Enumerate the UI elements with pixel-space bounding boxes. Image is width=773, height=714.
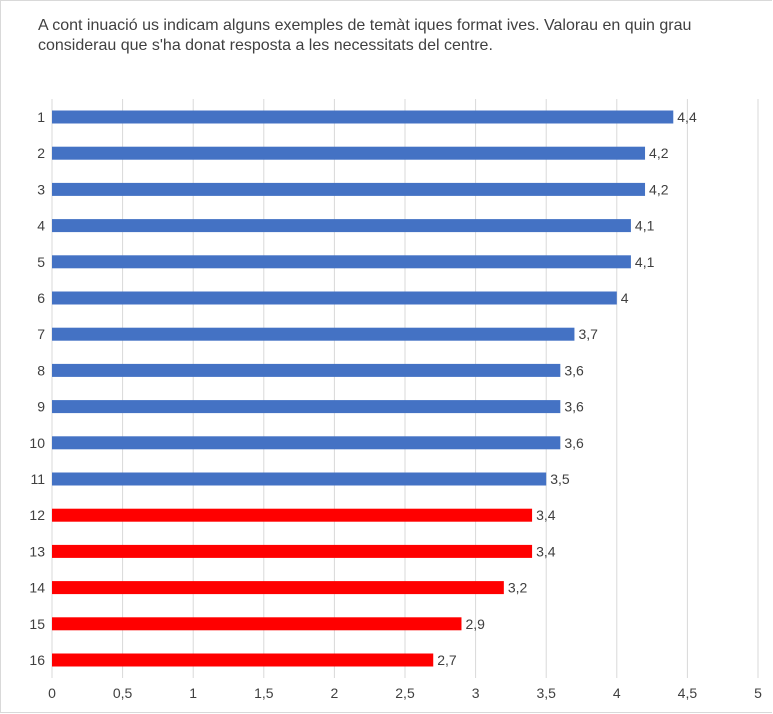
data-label: 4,2 xyxy=(649,181,669,197)
category-label: 9 xyxy=(37,399,45,415)
data-label: 4 xyxy=(621,290,629,306)
category-label: 6 xyxy=(37,290,45,306)
x-tick-label: 1,5 xyxy=(254,685,274,701)
data-label: 3,6 xyxy=(564,435,584,451)
data-label: 3,4 xyxy=(536,543,556,559)
x-tick-label: 3,5 xyxy=(536,685,556,701)
x-tick-label: 2,5 xyxy=(395,685,415,701)
x-tick-label: 0 xyxy=(48,685,56,701)
bar xyxy=(52,363,561,377)
category-label: 2 xyxy=(37,145,45,161)
x-axis-tick-labels: 0 0,5 1 1,5 2 2,5 3 3,5 4 4,5 5 xyxy=(48,685,762,701)
chart-title-line-2: considerau que s'ha donat resposta a les… xyxy=(38,37,493,54)
data-label: 2,7 xyxy=(437,652,457,668)
data-label: 3,2 xyxy=(508,580,528,596)
category-label: 13 xyxy=(29,543,45,559)
data-labels: 4,4 4,2 4,2 4,1 4,1 4 3,7 3,6 3,6 3,6 3,5 3,4 3,4 3,2… xyxy=(437,109,697,668)
data-label: 4,1 xyxy=(635,254,655,270)
data-label: 3,4 xyxy=(536,507,556,523)
bar xyxy=(52,653,434,667)
bar xyxy=(52,617,462,631)
bar xyxy=(52,219,631,233)
category-label: 7 xyxy=(37,326,45,342)
chart-title-line-1: A cont inuació us indicam alguns exemple… xyxy=(38,17,692,34)
data-label: 4,1 xyxy=(635,218,655,234)
bar xyxy=(52,110,674,124)
bar xyxy=(52,182,646,196)
category-label: 3 xyxy=(37,181,45,197)
category-label: 1 xyxy=(37,109,45,125)
x-tick-label: 4,5 xyxy=(678,685,698,701)
category-label: 16 xyxy=(29,652,45,668)
category-label: 12 xyxy=(29,507,45,523)
x-tick-label: 3 xyxy=(472,685,480,701)
bar xyxy=(52,544,533,558)
bar xyxy=(52,508,533,522)
category-label: 14 xyxy=(29,580,45,596)
data-label: 4,2 xyxy=(649,145,669,161)
category-label: 5 xyxy=(37,254,45,270)
data-label: 3,6 xyxy=(564,362,584,378)
x-tick-label: 5 xyxy=(754,685,762,701)
category-label: 8 xyxy=(37,362,45,378)
bar xyxy=(52,472,547,486)
data-label: 2,9 xyxy=(465,616,485,632)
x-tick-label: 4 xyxy=(613,685,621,701)
category-label: 10 xyxy=(29,435,45,451)
bar xyxy=(52,327,575,341)
bar xyxy=(52,436,561,450)
data-label: 4,4 xyxy=(677,109,697,125)
bar xyxy=(52,581,504,595)
category-label: 15 xyxy=(29,616,45,632)
category-label: 4 xyxy=(37,218,45,234)
data-label: 3,7 xyxy=(578,326,598,342)
x-tick-label: 0,5 xyxy=(113,685,133,701)
bar xyxy=(52,291,617,305)
x-tick-label: 2 xyxy=(331,685,339,701)
bar xyxy=(52,400,561,414)
data-label: 3,5 xyxy=(550,471,570,487)
category-label: 11 xyxy=(30,471,45,487)
bars xyxy=(52,110,674,667)
bar xyxy=(52,146,646,160)
bar xyxy=(52,255,631,269)
x-tick-label: 1 xyxy=(189,685,197,701)
data-label: 3,6 xyxy=(564,399,584,415)
chart-title: A cont inuació us indicam alguns exemple… xyxy=(38,16,773,56)
